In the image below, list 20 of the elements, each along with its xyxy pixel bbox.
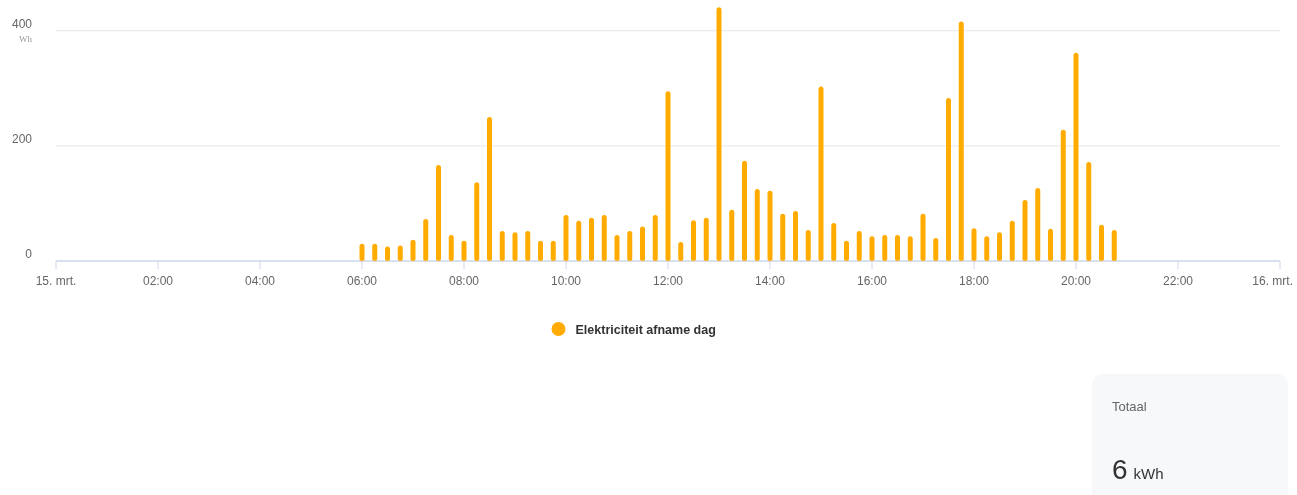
- x-tick-label: 14:00: [754, 274, 786, 288]
- x-tick-label: 15. mrt.: [35, 274, 77, 288]
- x-tick-label: 16:00: [856, 274, 888, 288]
- text: Totaal: [1112, 399, 1147, 414]
- y-tick-label: 400: [11, 16, 33, 31]
- x-tick-label: 20:00: [1060, 274, 1092, 288]
- x-tick-label: 08:00: [448, 274, 480, 288]
- legend-label: Elektriciteit afname dag: [575, 322, 716, 337]
- y-tick-label: 0: [25, 247, 33, 261]
- y-tick-label: 200: [11, 131, 33, 146]
- x-tick-label: 06:00: [346, 274, 378, 288]
- x-tick-label: 22:00: [1162, 274, 1194, 288]
- x-tick-label: 10:00: [550, 274, 582, 288]
- x-tick-label: 02:00: [142, 274, 174, 288]
- text: 6 kWh: [1112, 454, 1164, 485]
- y-axis-title: Wh: [19, 33, 33, 44]
- x-tick-label: 12:00: [652, 274, 684, 288]
- x-tick-label: 04:00: [244, 274, 276, 288]
- x-tick-label: 18:00: [958, 274, 990, 288]
- x-tick-label: 16. mrt.: [1252, 274, 1293, 288]
